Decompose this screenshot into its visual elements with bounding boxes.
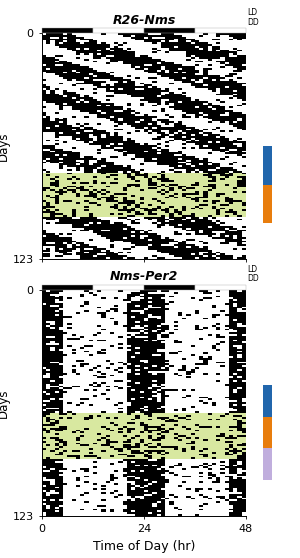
Bar (42, 415, 246, 460)
Y-axis label: Days: Days (0, 132, 10, 161)
Bar (42, 174, 246, 219)
Text: LD
DD: LD DD (247, 8, 259, 27)
Title: R26-Nms: R26-Nms (112, 14, 176, 27)
Y-axis label: Days: Days (0, 388, 10, 418)
X-axis label: Time of Day (hr): Time of Day (hr) (93, 540, 195, 553)
Text: LD
DD: LD DD (247, 264, 259, 283)
Title: Nms-Per2: Nms-Per2 (110, 271, 178, 283)
